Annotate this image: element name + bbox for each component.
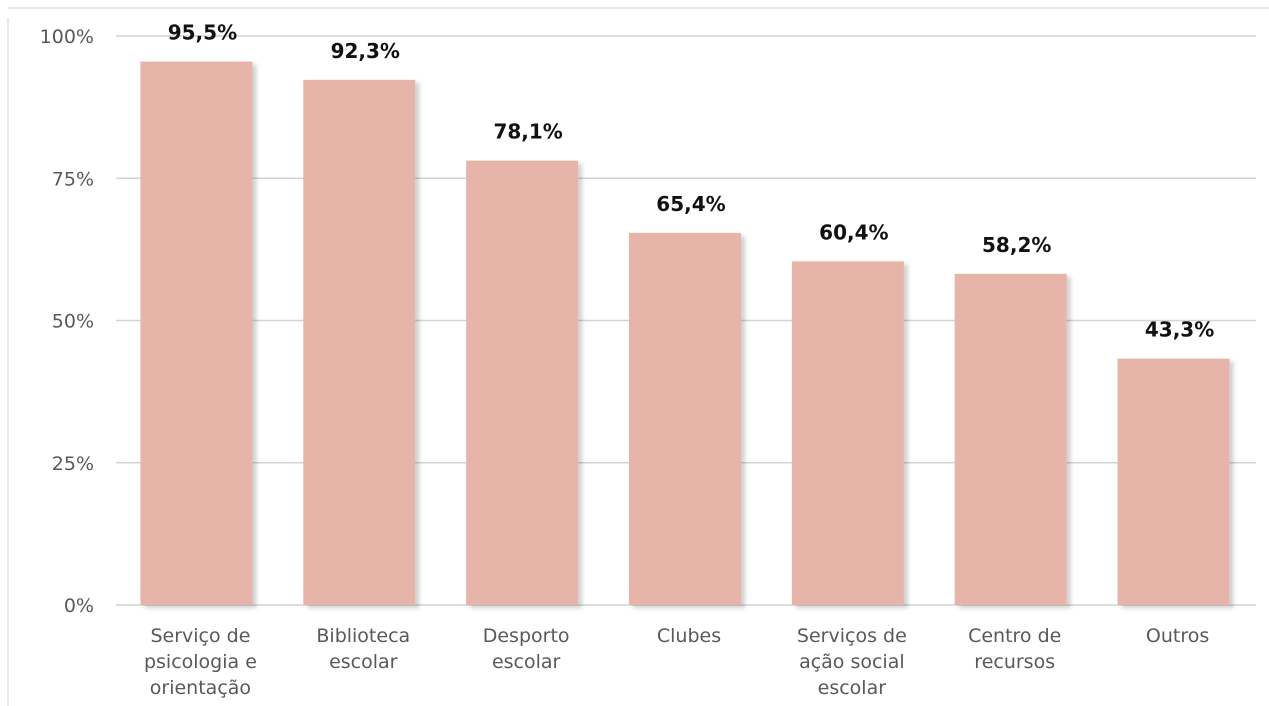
x-tick-label-line: Biblioteca bbox=[316, 625, 410, 647]
x-tick-label: Centro de recursos bbox=[968, 625, 1061, 673]
bar bbox=[466, 160, 579, 605]
x-tick-label-line: Centro de bbox=[968, 625, 1061, 647]
x-axis-tick-labels: Serviço de psicologia e orientação Bibliote… bbox=[144, 625, 1209, 699]
x-tick-label-line: escolar bbox=[329, 651, 398, 673]
data-label: 92,3% bbox=[331, 39, 400, 63]
y-tick-label: 0% bbox=[64, 595, 94, 617]
bar bbox=[1117, 358, 1230, 605]
y-tick-label: 50% bbox=[52, 311, 94, 333]
x-tick-label-line: recursos bbox=[974, 651, 1055, 673]
x-tick-label-line: escolar bbox=[492, 651, 561, 673]
data-label: 43,3% bbox=[1145, 318, 1214, 342]
data-label: 78,1% bbox=[493, 120, 562, 144]
data-labels: 95,5% 92,3% 78,1% 65,4% 60,4% 58,2% 43,3% bbox=[168, 21, 1215, 342]
x-tick-label-line: orientação bbox=[150, 677, 251, 699]
data-label: 95,5% bbox=[168, 21, 237, 45]
x-tick-label-line: Serviço de bbox=[150, 625, 250, 647]
x-tick-label-line: Serviços de bbox=[797, 625, 907, 647]
bar bbox=[629, 232, 741, 605]
data-label: 65,4% bbox=[656, 192, 725, 216]
data-label: 60,4% bbox=[819, 220, 888, 244]
bars bbox=[140, 61, 1230, 606]
x-tick-label-line: escolar bbox=[818, 677, 887, 699]
x-tick-label-line: Outros bbox=[1146, 625, 1209, 647]
x-tick-label-line: Clubes bbox=[657, 625, 721, 647]
x-tick-label: Biblioteca escolar bbox=[316, 625, 410, 673]
x-tick-label: Serviços de ação social escolar bbox=[797, 625, 907, 699]
bar bbox=[791, 261, 904, 605]
x-tick-label: Serviço de psicologia e orientação bbox=[144, 625, 257, 699]
x-tick-label: Desporto escolar bbox=[483, 625, 570, 673]
x-tick-label-line: psicologia e bbox=[144, 651, 257, 673]
x-tick-label-line: Desporto bbox=[483, 625, 570, 647]
bar bbox=[303, 79, 416, 606]
bar bbox=[140, 61, 253, 606]
bar bbox=[954, 273, 1067, 605]
x-tick-label-line: ação social bbox=[799, 651, 905, 673]
x-tick-label: Outros bbox=[1146, 625, 1209, 647]
y-tick-label: 75% bbox=[52, 168, 94, 190]
y-axis-tick-labels: 0% 25% 50% 75% 100% bbox=[40, 26, 94, 617]
y-tick-label: 25% bbox=[52, 453, 94, 475]
x-tick-label: Clubes bbox=[657, 625, 721, 647]
data-label: 58,2% bbox=[982, 233, 1051, 257]
y-tick-label: 100% bbox=[40, 26, 94, 48]
